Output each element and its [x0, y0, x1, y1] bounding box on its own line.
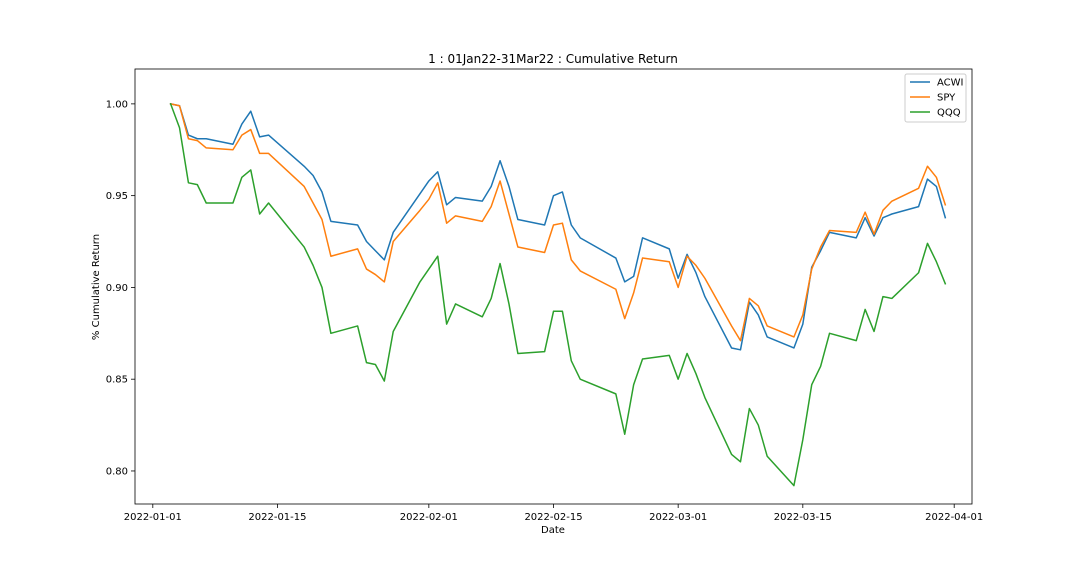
x-tick-label: 2022-02-01: [400, 512, 458, 523]
x-tick-label: 2022-04-01: [925, 512, 983, 523]
series-line-qqq: [169, 102, 947, 487]
y-axis: 0.80 0.85 0.90 0.95 1.00: [106, 99, 135, 477]
x-axis: 2022-01-01 2022-01-15 2022-02-01 2022-02-15…: [124, 504, 983, 523]
x-tick-label: 2022-01-15: [248, 512, 306, 523]
x-tick-label: 2022-02-15: [524, 512, 582, 523]
series-line-spy: [169, 102, 947, 342]
x-axis-title: Date: [541, 525, 565, 536]
y-axis-title: % Cumulative Return: [91, 234, 102, 340]
series-line-acwi: [169, 102, 947, 351]
x-tick-label: 2022-01-01: [124, 512, 182, 523]
legend-label-acwi: ACWI: [937, 78, 963, 89]
x-tick-label: 2022-03-01: [649, 512, 707, 523]
chart-title: 1 : 01Jan22-31Mar22 : Cumulative Return: [428, 52, 678, 66]
legend-label-qqq: QQQ: [937, 108, 961, 119]
y-tick-label: 0.80: [106, 466, 128, 477]
y-tick-label: 0.90: [106, 283, 128, 294]
y-tick-label: 1.00: [106, 99, 128, 110]
legend-label-spy: SPY: [937, 93, 956, 104]
legend: ACWI SPY QQQ: [904, 73, 967, 123]
y-tick-label: 0.95: [106, 191, 128, 202]
plot-area: [134, 68, 973, 505]
y-tick-label: 0.85: [106, 375, 128, 386]
legend-box: [904, 73, 967, 123]
x-tick-label: 2022-03-15: [774, 512, 832, 523]
series-layer: [169, 102, 947, 487]
